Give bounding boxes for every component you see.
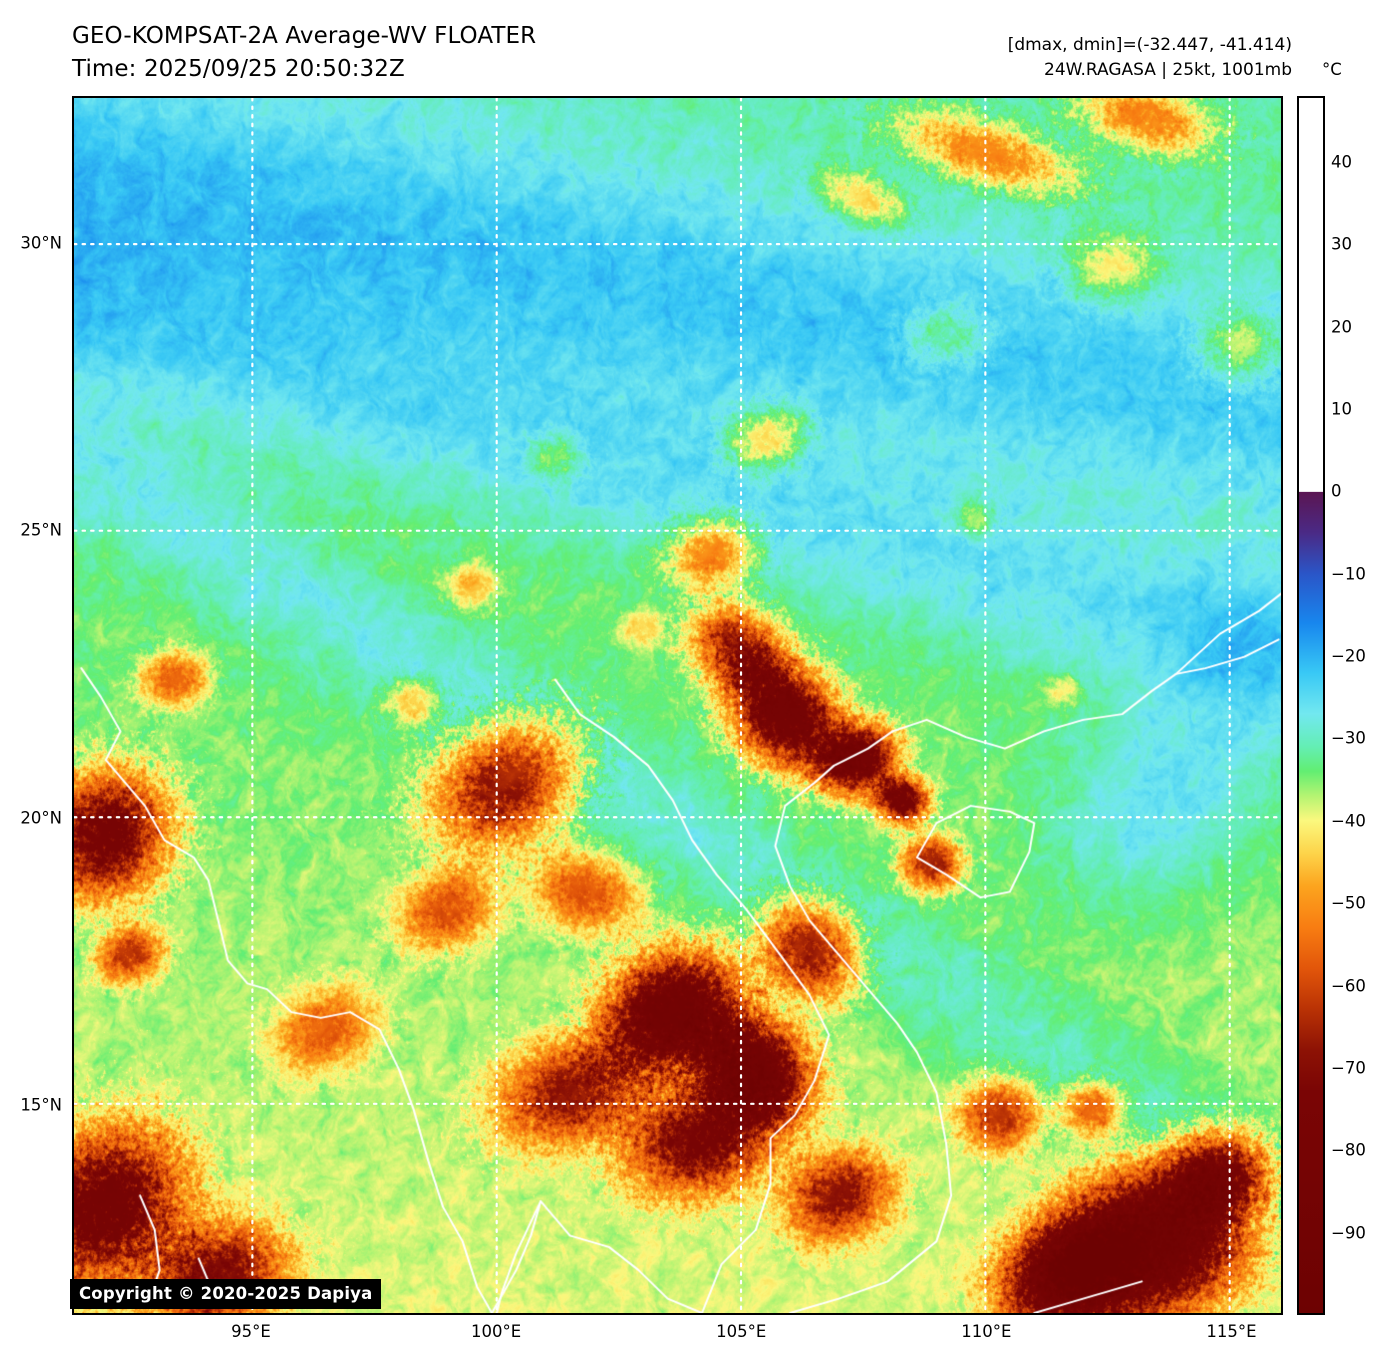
colorbar-tick-13: −90 <box>1331 1223 1366 1243</box>
longitude-tick-3: 110°E <box>961 1322 1012 1341</box>
observation-time: Time: 2025/09/25 20:50:32Z <box>72 55 405 82</box>
colorbar-tick-2: 20 <box>1331 317 1352 337</box>
colorbar-gradient <box>1297 96 1325 1315</box>
copyright-watermark: Copyright © 2020-2025 Dapiya <box>70 1279 382 1309</box>
satellite-map-plot[interactable] <box>72 96 1283 1315</box>
latitude-tick-2: 20°N <box>20 808 62 828</box>
satellite-imagery-canvas <box>74 98 1281 1313</box>
longitude-tick-2: 105°E <box>716 1322 767 1341</box>
colorbar-unit-label: °C <box>1322 60 1342 79</box>
colorbar-tick-6: −20 <box>1331 646 1366 666</box>
colorbar-tick-5: −10 <box>1331 564 1366 584</box>
colorbar-tick-8: −40 <box>1331 811 1366 831</box>
metadata-block: [dmax, dmin]=(-32.447, -41.414) 24W.RAGA… <box>1008 33 1292 82</box>
colorbar-tick-3: 10 <box>1331 399 1352 419</box>
latitude-tick-1: 25°N <box>20 520 62 540</box>
longitude-tick-4: 115°E <box>1206 1322 1257 1341</box>
page-title: GEO-KOMPSAT-2A Average-WV FLOATER Time: … <box>72 20 536 85</box>
colorbar-tick-9: −50 <box>1331 893 1366 913</box>
colorbar-tick-7: −30 <box>1331 728 1366 748</box>
latitude-tick-0: 30°N <box>20 233 62 253</box>
product-title: GEO-KOMPSAT-2A Average-WV FLOATER <box>72 23 537 49</box>
colorbar-tick-1: 30 <box>1331 234 1352 254</box>
colorbar-tick-11: −70 <box>1331 1058 1366 1078</box>
colorbar-tick-4: 0 <box>1331 481 1342 501</box>
data-range-label: [dmax, dmin]=(-32.447, -41.414) <box>1007 35 1292 55</box>
longitude-tick-1: 100°E <box>471 1322 522 1341</box>
latitude-tick-3: 15°N <box>20 1095 62 1115</box>
colorbar-tick-12: −80 <box>1331 1140 1366 1160</box>
colorbar[interactable] <box>1297 96 1325 1315</box>
colorbar-tick-0: 40 <box>1331 152 1352 172</box>
longitude-tick-0: 95°E <box>231 1322 271 1341</box>
colorbar-tick-10: −60 <box>1331 976 1366 996</box>
storm-info-label: 24W.RAGASA | 25kt, 1001mb <box>1044 59 1292 80</box>
